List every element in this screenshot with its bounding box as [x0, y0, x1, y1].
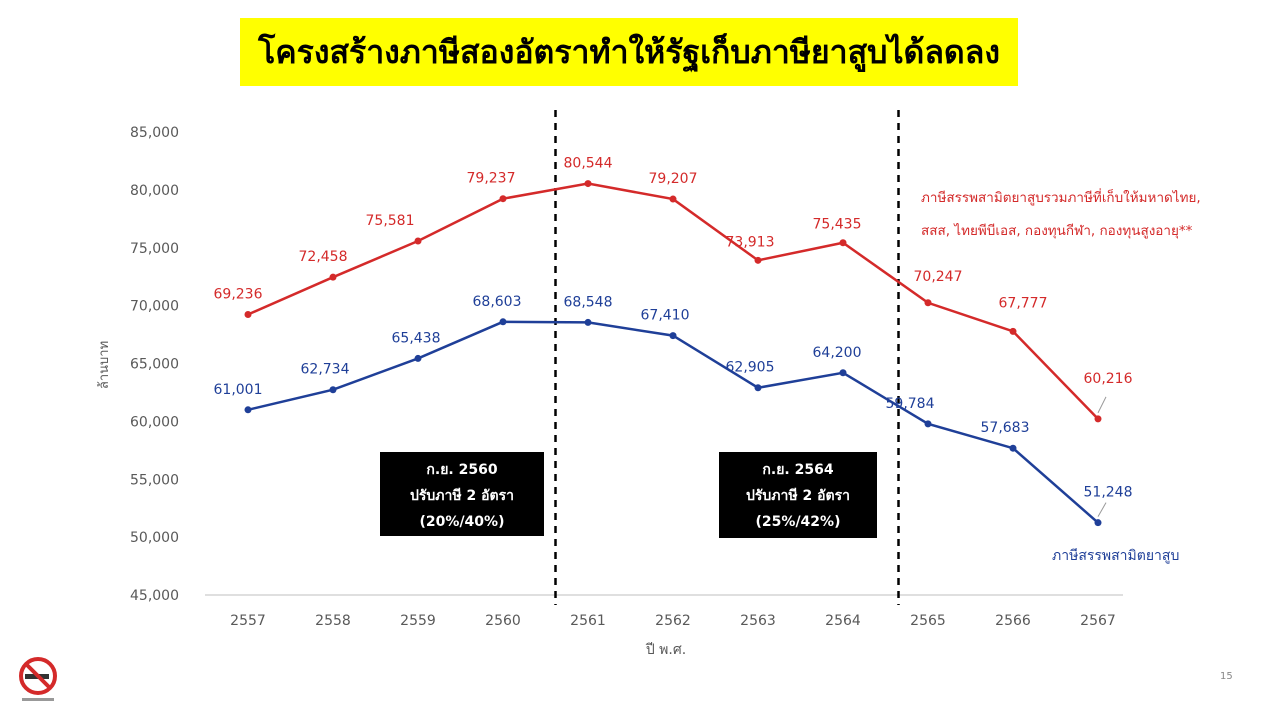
data-label: 73,913: [726, 234, 775, 250]
data-label: 68,603: [473, 294, 522, 310]
data-label: 61,001: [214, 382, 263, 398]
x-tick-label: 2561: [570, 613, 606, 629]
data-point: [839, 369, 847, 377]
label-leader-line: [1097, 396, 1107, 414]
chart-title-box: โครงสร้างภาษีสองอัตราทำให้รัฐเก็บภาษียาส…: [240, 18, 1018, 86]
chart-title: โครงสร้างภาษีสองอัตราทำให้รัฐเก็บภาษียาส…: [258, 32, 1000, 71]
annotation-text: (25%/42%): [756, 514, 841, 530]
x-tick-label: 2567: [1080, 613, 1116, 629]
no-smoking-logo: [16, 656, 60, 706]
data-point: [924, 420, 932, 428]
data-point: [669, 332, 677, 340]
data-point: [584, 180, 592, 188]
x-tick-label: 2563: [740, 613, 776, 629]
data-point: [1094, 415, 1102, 423]
data-point: [499, 318, 507, 326]
data-label: 59,784: [886, 396, 935, 412]
data-label: 64,200: [813, 345, 862, 361]
annotation-text: ก.ย. 2560: [426, 462, 497, 478]
series-line-tobacco: [247, 320, 1099, 524]
data-label: 67,410: [641, 308, 690, 324]
x-tick-label: 2564: [825, 613, 861, 629]
data-label: 72,458: [299, 249, 348, 265]
x-axis-title: ปี พ.ศ.: [645, 642, 686, 658]
x-tick-label: 2559: [400, 613, 436, 629]
y-tick-label: 85,000: [130, 125, 179, 141]
data-label: 75,435: [813, 217, 862, 233]
page-number: 15: [1220, 671, 1233, 682]
data-label: 62,905: [726, 360, 775, 376]
data-point: [839, 239, 847, 247]
y-tick-label: 80,000: [130, 183, 179, 199]
data-label: 80,544: [564, 156, 613, 172]
data-point: [1009, 444, 1017, 452]
legend-label-total-line1: ภาษีสรรพสามิตยาสูบรวมภาษีที่เก็บให้มหาดไ…: [921, 188, 1201, 206]
data-point: [414, 237, 422, 245]
data-label: 70,247: [914, 269, 963, 285]
x-tick-label: 2560: [485, 613, 521, 629]
y-tick-label: 60,000: [130, 414, 179, 430]
label-leader-line: [1097, 502, 1107, 517]
data-label: 69,236: [214, 286, 263, 302]
data-label: 57,683: [981, 420, 1030, 436]
annotation-text: (20%/40%): [420, 514, 505, 530]
data-point: [924, 299, 932, 307]
legend-label-total-line2: สสส, ไทยพีบีเอส, กองทุนกีฬา, กองทุนสูงอา…: [921, 223, 1193, 239]
data-label: 79,237: [467, 171, 516, 187]
y-axis-title: ล้านบาท: [97, 341, 112, 389]
x-tick-label: 2557: [230, 613, 266, 629]
data-point: [499, 195, 507, 203]
x-tick-label: 2562: [655, 613, 691, 629]
annotation-box: [719, 452, 877, 538]
y-tick-label: 45,000: [130, 588, 179, 604]
x-tick-label: 2558: [315, 613, 351, 629]
data-point: [584, 318, 592, 326]
y-tick-label: 75,000: [130, 241, 179, 257]
data-point: [244, 310, 252, 318]
data-point: [1009, 327, 1017, 335]
annotation-box: [380, 452, 544, 536]
data-point: [329, 273, 337, 281]
y-tick-label: 70,000: [130, 299, 179, 315]
data-point: [1094, 519, 1102, 527]
legend-label-tobacco: ภาษีสรรพสามิตยาสูบ: [1052, 548, 1179, 564]
data-label: 79,207: [649, 171, 698, 187]
x-tick-label: 2566: [995, 613, 1031, 629]
data-point: [414, 354, 422, 362]
annotation-text: ปรับภาษี 2 อัตรา: [746, 488, 850, 504]
y-tick-label: 55,000: [130, 472, 179, 488]
data-label: 60,216: [1084, 371, 1133, 387]
annotation-text: ปรับภาษี 2 อัตรา: [410, 488, 514, 504]
data-point: [244, 406, 252, 414]
data-label: 65,438: [392, 330, 441, 346]
x-tick-label: 2565: [910, 613, 946, 629]
annotation-text: ก.ย. 2564: [762, 462, 833, 478]
y-tick-label: 65,000: [130, 357, 179, 373]
data-point: [754, 256, 762, 264]
data-point: [754, 384, 762, 392]
data-label: 68,548: [564, 294, 613, 310]
data-label: 75,581: [366, 213, 415, 229]
data-point: [669, 195, 677, 203]
data-point: [329, 386, 337, 394]
y-tick-label: 50,000: [130, 530, 179, 546]
data-label: 51,248: [1084, 485, 1133, 501]
data-label: 67,777: [999, 295, 1048, 311]
data-label: 62,734: [301, 362, 350, 378]
